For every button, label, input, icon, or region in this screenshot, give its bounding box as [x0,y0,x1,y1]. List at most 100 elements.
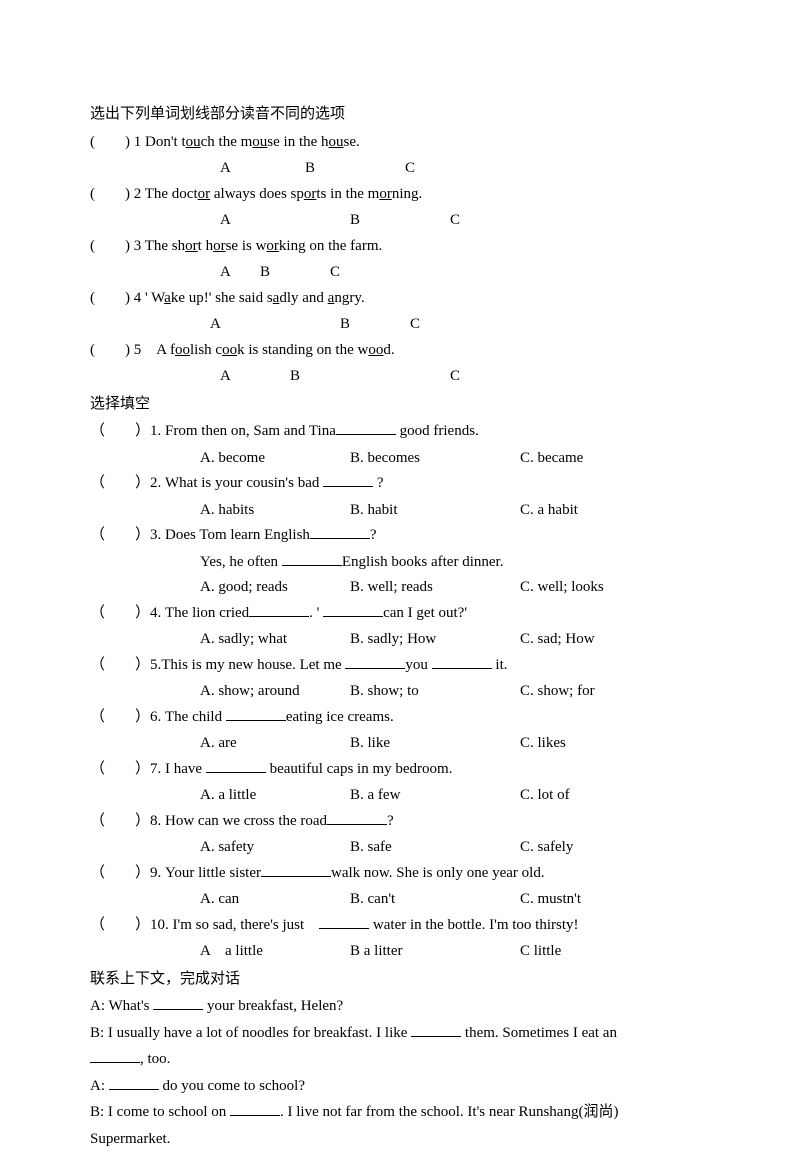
q2-8-choices: A. safetyB. safeC. safely [90,835,710,861]
q2-4-mid: . ' [309,605,323,621]
dialog-6: Supermarket. [90,1127,710,1152]
q1-3-p4: se is w [226,238,267,254]
q2-9-text: （ ）9. Your little sisterwalk now. She is… [90,861,710,887]
q1-4-p2: ke up!' she said s [171,290,273,306]
d2-mid: them. Sometimes I eat an [461,1025,617,1041]
q1-3-text: ( ) 3 The short horse is working on the … [90,234,710,260]
q2-3-after: ? [370,527,377,543]
q2-7-after: beautiful caps in my bedroom. [266,761,453,777]
q1-3-paren[interactable]: ( ) 3 [90,238,145,254]
d2-prefix: B: I usually have a lot of noodles for b… [90,1025,411,1041]
d3-blank[interactable] [90,1047,140,1063]
q1-3-u5: or [266,238,279,254]
q2-9-a: A. can [200,887,350,913]
q2-5-c: C. show; for [520,683,595,699]
dialog-2: B: I usually have a lot of noodles for b… [90,1021,710,1047]
q2-5-before: This is my new house. Let me [161,657,345,673]
dialog-4: A: do you come to school? [90,1074,710,1100]
q2-3-paren[interactable]: （ ）3. [90,527,165,543]
q2-3-a: A. good; reads [200,575,350,601]
q1-1-p2: ch the m [201,134,253,150]
q1-3-p2: t h [198,238,213,254]
q2-9-paren[interactable]: （ ）9. [90,865,165,881]
q1-1-paren[interactable]: ( ) 1 [90,134,145,150]
q1-3-p0: The sh [145,238,185,254]
q2-8-before: How can we cross the road [165,813,327,829]
q1-5-p4: k is standing on the w [237,342,368,358]
q2-5-text: （ ）5.This is my new house. Let me you it… [90,653,710,679]
q2-10-after: water in the bottle. I'm too thirsty! [369,917,578,933]
dialog-5: B: I come to school on . I live not far … [90,1100,710,1126]
q2-1-paren[interactable]: （ ）1. [90,423,165,439]
q2-1-blank[interactable] [336,419,396,435]
q1-2-p0: The doct [145,186,198,202]
q2-2-paren[interactable]: （ ）2. [90,475,165,491]
q2-10-b: B a litter [350,939,520,965]
q1-5-p0: A f [156,342,175,358]
q2-6-before: The child [165,709,226,725]
q1-2-paren[interactable]: ( ) 2 [90,186,145,202]
q2-7-blank[interactable] [206,757,266,773]
q2-4-blank2[interactable] [323,601,383,617]
q1-2-u3: or [304,186,317,202]
q2-4-blank1[interactable] [249,601,309,617]
d5-blank[interactable] [230,1100,280,1116]
d1-blank[interactable] [153,994,203,1010]
q2-8-text: （ ）8. How can we cross the road? [90,809,710,835]
q2-3-choices: A. good; readsB. well; readsC. well; loo… [90,575,710,601]
q2-5-after: it. [492,657,508,673]
q2-3-blank1[interactable] [310,523,370,539]
d5-mid: . I live not far from the school. It's n… [280,1104,618,1120]
q2-8-b: B. safe [350,835,520,861]
q2-6-blank[interactable] [226,705,286,721]
q2-8-blank[interactable] [327,809,387,825]
q1-3-u1: or [185,238,198,254]
q2-4-before: The lion cried [165,605,249,621]
q2-10-blank[interactable] [319,913,369,929]
q2-3-before: Does Tom learn English [165,527,310,543]
d4-prefix: A: [90,1078,109,1094]
q2-5-paren[interactable]: （ ）5. [90,657,161,673]
d4-blank[interactable] [109,1074,159,1090]
q2-5-blank2[interactable] [432,653,492,669]
q2-5-mid: you [405,657,431,673]
q2-9-c: C. mustn't [520,891,581,907]
q2-6-a: A. are [200,731,350,757]
d2-blank[interactable] [411,1021,461,1037]
q2-8-a: A. safety [200,835,350,861]
q2-10-paren[interactable]: （ ）10. [90,917,173,933]
q2-8-paren[interactable]: （ ）8. [90,813,165,829]
q1-5-u1: oo [175,342,190,358]
q2-7-choices: A. a littleB. a fewC. lot of [90,783,710,809]
q2-1-before: From then on, Sam and Tina [165,423,336,439]
q1-2-u5: or [379,186,392,202]
section2-title: 选择填空 [90,392,710,418]
q2-7-b: B. a few [350,783,520,809]
d3-suffix: , too. [140,1051,170,1067]
q1-1-letters: A B C [90,156,710,182]
q2-6-paren[interactable]: （ ）6. [90,709,165,725]
q2-4-paren[interactable]: （ ）4. [90,605,165,621]
q2-3-blank2[interactable] [282,550,342,566]
q2-7-paren[interactable]: （ ）7. [90,761,165,777]
q2-8-after: ? [387,813,394,829]
q1-4-paren[interactable]: ( ) 4 [90,290,145,306]
q2-1-b: B. becomes [350,446,520,472]
q2-2-text: （ ）2. What is your cousin's bad ? [90,471,710,497]
q1-1-p6: se. [344,134,360,150]
q1-2-p2: always does sp [210,186,304,202]
d1-mid: your breakfast, Helen? [203,998,343,1014]
q2-9-blank[interactable] [261,861,331,877]
dialog-3: , too. [90,1047,710,1073]
q2-2-blank[interactable] [323,471,373,487]
q2-7-c: C. lot of [520,787,570,803]
q1-5-paren[interactable]: ( ) 5 [90,342,156,358]
q2-4-c: C. sad; How [520,631,595,647]
q1-4-p4: dly and [279,290,327,306]
q1-2-p6: ning. [392,186,422,202]
q1-5-text: ( ) 5 A foolish cook is standing on the … [90,338,710,364]
q1-4-p6: ngry. [334,290,364,306]
q2-7-text: （ ）7. I have beautiful caps in my bedroo… [90,757,710,783]
q2-5-blank1[interactable] [345,653,405,669]
d5-prefix: B: I come to school on [90,1104,230,1120]
